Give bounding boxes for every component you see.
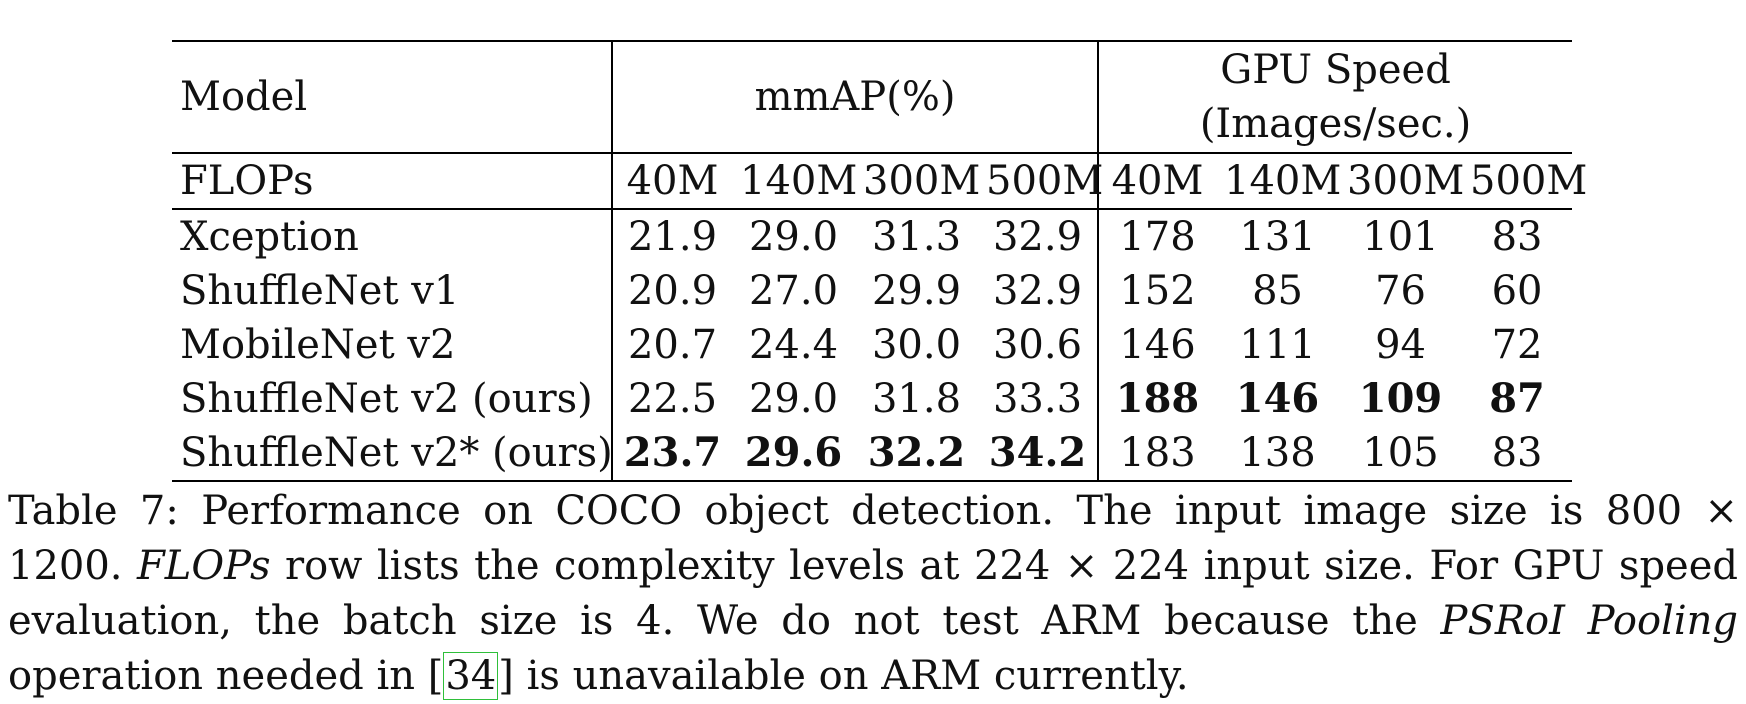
flops-gpu-cell: 300M xyxy=(1339,152,1464,209)
gpu-cell: 152 xyxy=(1097,264,1217,318)
mmap-cell: 33.3 xyxy=(992,376,1083,422)
caption-flops-italic: FLOPs xyxy=(137,543,271,589)
table-row: Xception 21.9 29.0 31.3 32.9 178 131 101… xyxy=(172,208,1573,264)
mmap-cell-best: 23.7 xyxy=(611,426,732,482)
mmap-cell: 22.5 xyxy=(611,372,732,426)
gpu-cell: 146 xyxy=(1097,318,1217,372)
gpu-cell: 101 xyxy=(1339,208,1463,264)
table-row: ShuffleNet v2 (ours) 22.5 29.0 31.8 33.3… xyxy=(172,372,1572,426)
gpu-cell: 83 xyxy=(1462,426,1573,482)
caption-label: Table 7: xyxy=(8,488,179,534)
gpu-speed-header-line1: GPU Speed xyxy=(1220,47,1451,93)
mmap-cell: 32.9 xyxy=(978,208,1099,264)
gpu-cell: 111 xyxy=(1239,322,1316,368)
mmap-cell: 29.0 xyxy=(748,376,839,422)
flops-mmap-cell: 40M xyxy=(611,152,732,209)
header-row: Model mmAP(%) GPU Speed (Images/sec.) xyxy=(172,40,1573,153)
model-name-cell: ShuffleNet v2* (ours) xyxy=(172,426,613,482)
gpu-cell-best: 109 xyxy=(1358,375,1443,422)
gpu-cell: 138 xyxy=(1216,426,1340,482)
flops-label: FLOPs xyxy=(172,152,612,209)
citation-bracket: [ xyxy=(427,653,444,699)
table-row: ShuffleNet v2* (ours) 23.7 29.6 32.2 34.… xyxy=(172,426,1573,482)
gpu-cell: 72 xyxy=(1491,322,1543,368)
mmap-cell: 30.0 xyxy=(871,322,962,368)
mmap-cell: 21.9 xyxy=(611,208,732,264)
flops-mmap-cell: 140M xyxy=(732,152,857,209)
mmap-cell: 31.3 xyxy=(855,208,978,264)
flops-mmap-cell: 300M xyxy=(855,152,980,209)
gpu-cell: 60 xyxy=(1491,268,1543,314)
mmap-cell: 27.0 xyxy=(748,268,839,314)
flops-gpu-cell: 500M xyxy=(1462,152,1587,209)
gpu-cell: 85 xyxy=(1252,268,1303,314)
gpu-cell: 131 xyxy=(1216,208,1340,264)
flops-row: FLOPs 40M 140M 300M 500M 40M 140M 300M 5… xyxy=(172,152,1587,209)
mmap-cell-best: 34.2 xyxy=(978,426,1099,482)
results-table-container: Model mmAP(%) GPU Speed (Images/sec.) FL… xyxy=(172,40,1587,482)
mmap-cell: 20.7 xyxy=(611,318,732,372)
model-name-cell: Xception xyxy=(172,208,612,264)
citation-bracket: ] xyxy=(498,653,514,699)
gpu-cell: 178 xyxy=(1097,208,1217,264)
mmap-cell: 20.9 xyxy=(611,264,732,318)
gpu-cell-best: 146 xyxy=(1235,375,1320,422)
gpu-speed-header-line2: (Images/sec.) xyxy=(1199,101,1472,147)
table-row: MobileNet v2 20.7 24.4 30.0 30.6 146 111… xyxy=(172,318,1572,372)
mmap-cell: 29.0 xyxy=(732,208,855,264)
mmap-cell: 31.8 xyxy=(871,376,962,422)
table-caption: Table 7: Performance on COCO object dete… xyxy=(8,484,1738,704)
model-name-cell: ShuffleNet v2 (ours) xyxy=(180,376,593,422)
gpu-cell: 83 xyxy=(1462,208,1573,264)
results-table: Model mmAP(%) GPU Speed (Images/sec.) FL… xyxy=(172,40,1587,482)
mmap-cell: 29.9 xyxy=(871,268,962,314)
gpu-cell: 105 xyxy=(1339,426,1463,482)
gpu-cell: 76 xyxy=(1375,268,1426,314)
flops-gpu-cell: 140M xyxy=(1216,152,1341,209)
gpu-cell: 94 xyxy=(1375,322,1426,368)
model-name-cell: ShuffleNet v1 xyxy=(180,268,460,314)
gpu-cell-best: 188 xyxy=(1097,372,1217,426)
mmap-cell: 32.9 xyxy=(992,268,1083,314)
caption-text: operation needed in xyxy=(8,653,428,699)
flops-gpu-cell: 40M xyxy=(1097,152,1217,209)
mmap-header: mmAP(%) xyxy=(610,40,1099,153)
model-header: Model xyxy=(172,40,612,153)
caption-text: row lists the complexity levels at 224 ×… xyxy=(8,543,1739,644)
mmap-cell: 30.6 xyxy=(992,322,1083,368)
caption-psroi-italic: PSRoI Pooling xyxy=(1440,598,1738,644)
mmap-cell-best: 32.2 xyxy=(855,426,978,482)
model-name-cell: MobileNet v2 xyxy=(180,322,456,368)
mmap-cell: 24.4 xyxy=(748,322,839,368)
mmap-cell-best: 29.6 xyxy=(732,426,855,482)
citation-link[interactable]: 34 xyxy=(443,652,499,700)
gpu-cell: 183 xyxy=(1097,426,1217,482)
table-row: ShuffleNet v1 20.9 27.0 29.9 32.9 152 85… xyxy=(172,264,1572,318)
caption-text: Performance on COCO object detection. Th… xyxy=(8,488,1738,589)
flops-mmap-cell: 500M xyxy=(978,152,1103,209)
gpu-speed-header: GPU Speed (Images/sec.) xyxy=(1097,40,1573,153)
gpu-cell-best: 87 xyxy=(1489,375,1545,422)
caption-text: is unavailable on ARM currently. xyxy=(513,653,1189,699)
